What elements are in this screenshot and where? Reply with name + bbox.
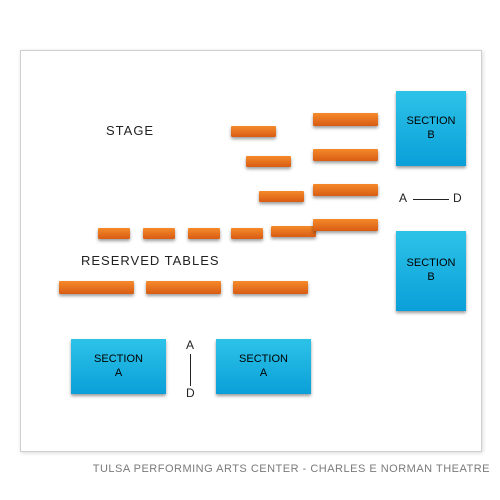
label-reserved: RESERVED TABLES bbox=[81, 253, 220, 268]
reserved-table bbox=[188, 228, 220, 239]
section-b-bottom[interactable]: SECTIONB bbox=[396, 231, 466, 311]
section-label-bottom: A bbox=[239, 367, 288, 381]
chart-panel: STAGERESERVED TABLESSECTIONASECTIONASECT… bbox=[20, 50, 482, 452]
section-label-bottom: B bbox=[407, 271, 456, 285]
reserved-table bbox=[313, 184, 378, 196]
reserved-table bbox=[259, 191, 304, 202]
axis-label-d: D bbox=[453, 191, 462, 205]
section-label-bottom: B bbox=[407, 129, 456, 143]
reserved-table bbox=[233, 281, 308, 294]
section-label-top: SECTION bbox=[407, 257, 456, 271]
reserved-table bbox=[313, 149, 378, 161]
axis-label-a: A bbox=[399, 191, 407, 205]
reserved-table bbox=[313, 219, 378, 231]
reserved-table bbox=[313, 113, 378, 126]
seating-chart: STAGERESERVED TABLESSECTIONASECTIONASECT… bbox=[0, 0, 500, 500]
axis-label-a: A bbox=[186, 338, 194, 352]
reserved-table bbox=[231, 126, 276, 137]
reserved-table bbox=[271, 226, 316, 237]
section-label-top: SECTION bbox=[239, 353, 288, 367]
reserved-table bbox=[143, 228, 175, 239]
reserved-table bbox=[146, 281, 221, 294]
section-a-right[interactable]: SECTIONA bbox=[216, 339, 311, 394]
reserved-table bbox=[246, 156, 291, 167]
section-label-top: SECTION bbox=[94, 353, 143, 367]
reserved-table bbox=[98, 228, 130, 239]
venue-caption: TULSA PERFORMING ARTS CENTER - CHARLES E… bbox=[0, 463, 490, 475]
axis-line bbox=[190, 354, 191, 386]
section-b-top[interactable]: SECTIONB bbox=[396, 91, 466, 166]
reserved-table bbox=[59, 281, 134, 294]
label-stage: STAGE bbox=[106, 123, 154, 138]
reserved-table bbox=[231, 228, 263, 239]
section-label-bottom: A bbox=[94, 367, 143, 381]
section-a-left[interactable]: SECTIONA bbox=[71, 339, 166, 394]
axis-line bbox=[413, 199, 449, 200]
axis-label-d: D bbox=[186, 386, 195, 400]
section-label-top: SECTION bbox=[407, 115, 456, 129]
